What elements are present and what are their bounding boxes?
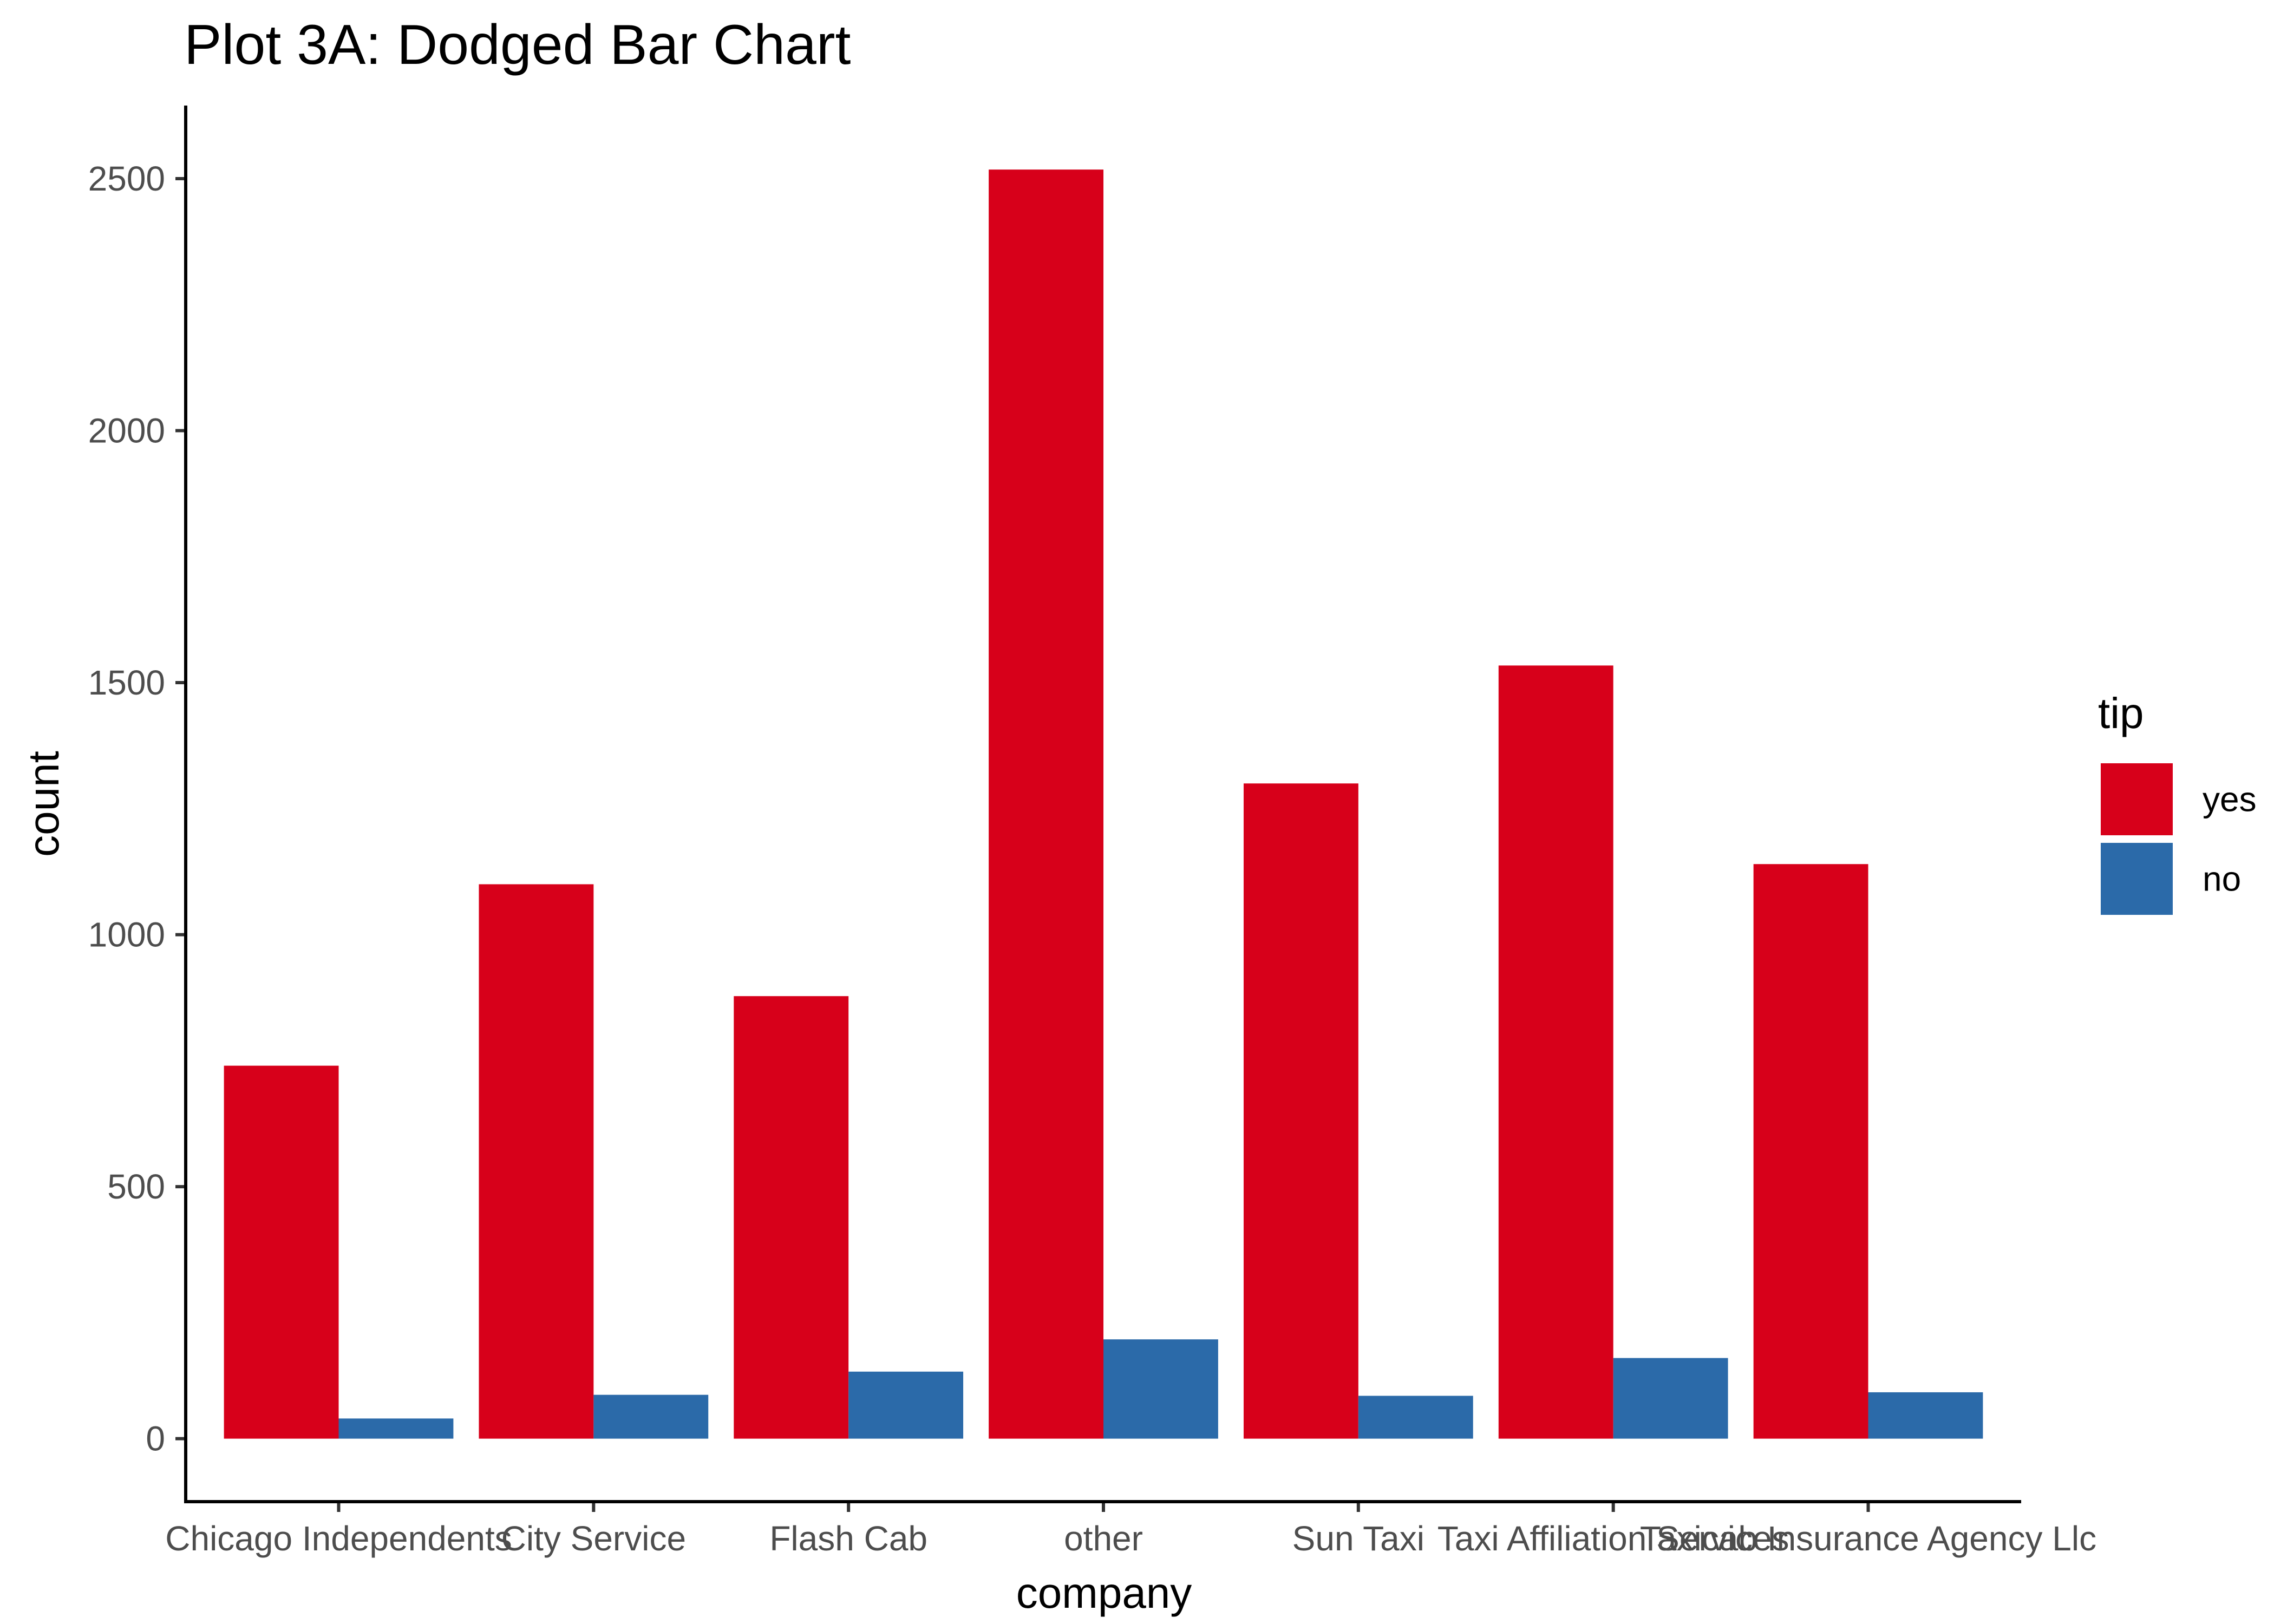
x-tick-label-other: other bbox=[1064, 1519, 1143, 1558]
bar-taxicab-insurance-agency-llc-yes bbox=[1753, 864, 1868, 1439]
bar-taxicab-insurance-agency-llc-no bbox=[1868, 1392, 1983, 1439]
bar-sun-taxi-yes bbox=[1243, 783, 1358, 1439]
x-tick-label-sun-taxi: Sun Taxi bbox=[1292, 1519, 1424, 1558]
bars-group bbox=[224, 169, 1983, 1439]
legend-label-no: no bbox=[2203, 860, 2241, 899]
bar-city-service-yes bbox=[479, 884, 594, 1439]
legend-key-no bbox=[2101, 843, 2173, 915]
legend-key-yes bbox=[2101, 763, 2173, 835]
bar-other-yes bbox=[989, 169, 1103, 1439]
bar-city-service-no bbox=[593, 1394, 709, 1439]
legend-title: tip bbox=[2098, 689, 2144, 737]
bar-chicago-independents-yes bbox=[224, 1065, 339, 1439]
x-tick-label-taxicab-insurance-agency-llc: Taxicab Insurance Agency Llc bbox=[1640, 1519, 2096, 1558]
legend: tip yes no bbox=[2098, 689, 2257, 915]
bar-other-no bbox=[1103, 1339, 1218, 1439]
y-tick-label-1000: 1000 bbox=[88, 915, 165, 954]
bar-chicago-independents-no bbox=[338, 1418, 454, 1439]
legend-items: yes no bbox=[2101, 763, 2257, 915]
y-axis-ticks: 0 500 1000 1500 2000 2500 bbox=[88, 159, 186, 1458]
bar-sun-taxi-no bbox=[1358, 1396, 1473, 1439]
x-tick-label-city-service: City Service bbox=[501, 1519, 686, 1558]
y-tick-label-2500: 2500 bbox=[88, 159, 165, 198]
x-tick-label-flash-cab: Flash Cab bbox=[769, 1519, 927, 1558]
y-tick-label-2000: 2000 bbox=[88, 411, 165, 450]
x-tick-label-chicago-independents: Chicago Independents bbox=[165, 1519, 512, 1558]
x-tick-label-taxi-affiliation-services: Taxi Affiliation Services bbox=[1437, 1519, 1789, 1558]
y-tick-label-500: 500 bbox=[107, 1167, 165, 1206]
bar-taxi-affiliation-services-yes bbox=[1498, 665, 1613, 1439]
chart-title: Plot 3A: Dodged Bar Chart bbox=[184, 14, 851, 76]
y-axis-title: count bbox=[19, 751, 68, 857]
bar-flash-cab-yes bbox=[734, 996, 849, 1439]
x-axis-title: company bbox=[1016, 1569, 1192, 1617]
bar-taxi-affiliation-services-no bbox=[1613, 1358, 1728, 1439]
y-tick-label-1500: 1500 bbox=[88, 663, 165, 702]
bar-flash-cab-no bbox=[848, 1371, 964, 1439]
y-tick-label-0: 0 bbox=[146, 1419, 165, 1458]
legend-label-yes: yes bbox=[2203, 780, 2257, 819]
